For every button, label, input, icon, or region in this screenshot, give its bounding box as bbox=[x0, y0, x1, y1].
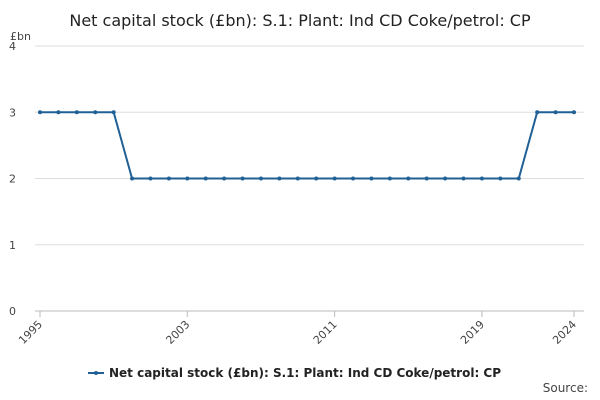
point bbox=[424, 176, 429, 181]
chart-title: Net capital stock (£bn): S.1: Plant: Ind… bbox=[69, 11, 531, 30]
legend-marker bbox=[94, 371, 98, 375]
point bbox=[314, 176, 319, 181]
point bbox=[516, 176, 521, 181]
point bbox=[56, 110, 61, 115]
point bbox=[498, 176, 503, 181]
point bbox=[351, 176, 356, 181]
y-tick-label: 4 bbox=[9, 40, 16, 53]
point bbox=[369, 176, 374, 181]
point bbox=[572, 110, 576, 115]
y-axis-label: £bn bbox=[10, 30, 31, 43]
point bbox=[240, 176, 245, 181]
point bbox=[295, 176, 300, 181]
line bbox=[40, 111, 574, 180]
point bbox=[535, 110, 540, 115]
point bbox=[277, 176, 282, 181]
point bbox=[406, 176, 411, 181]
point bbox=[387, 176, 392, 181]
point bbox=[74, 110, 79, 115]
point bbox=[130, 176, 135, 181]
x-tick-label: 2019 bbox=[458, 318, 487, 347]
legend-label: Net capital stock (£bn): S.1: Plant: Ind… bbox=[109, 366, 501, 380]
point bbox=[461, 176, 466, 181]
point bbox=[443, 176, 448, 181]
point bbox=[479, 176, 484, 181]
y-tick-label: 0 bbox=[9, 305, 16, 318]
point bbox=[185, 176, 190, 181]
y-tick-label: 1 bbox=[9, 239, 16, 252]
source: Source: bbox=[543, 381, 588, 395]
point bbox=[203, 176, 208, 181]
x-tick-label: 2024 bbox=[550, 318, 579, 347]
x-tick-label: 1995 bbox=[16, 318, 45, 347]
point bbox=[148, 176, 153, 181]
y-tick-label: 3 bbox=[9, 106, 16, 119]
x-tick-label: 2003 bbox=[163, 318, 192, 347]
point bbox=[93, 110, 98, 115]
point bbox=[258, 176, 263, 181]
point bbox=[222, 176, 227, 181]
point bbox=[553, 110, 558, 115]
point bbox=[111, 110, 116, 115]
point bbox=[166, 176, 171, 181]
y-tick-label: 2 bbox=[9, 173, 16, 186]
point bbox=[38, 110, 42, 115]
x-tick-label: 2011 bbox=[311, 318, 340, 347]
point bbox=[332, 176, 337, 181]
